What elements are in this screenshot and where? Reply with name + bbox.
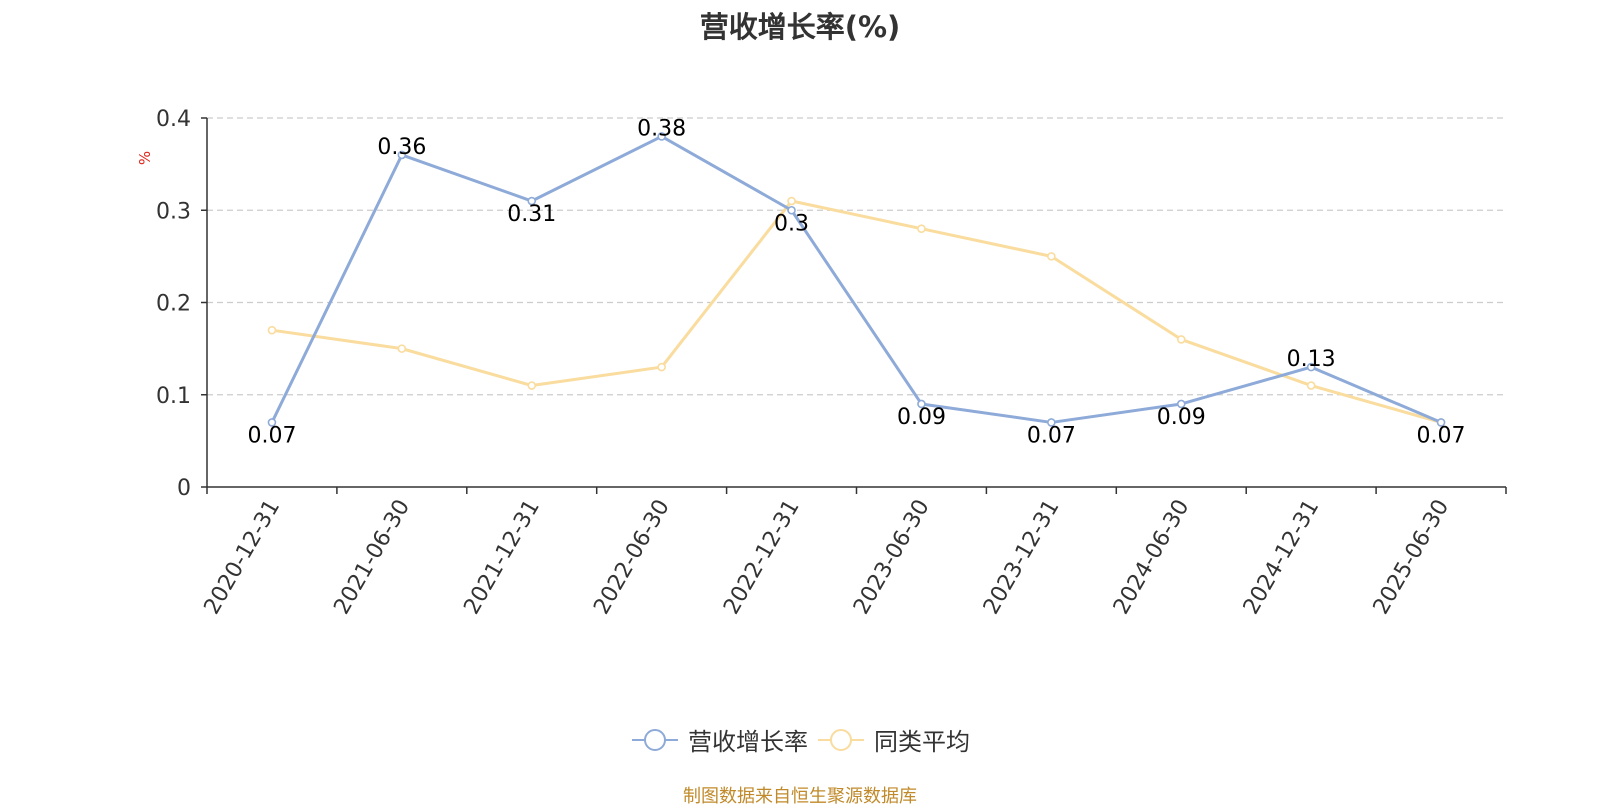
data-label: 0.07 (1027, 423, 1076, 448)
data-label: 0.07 (1417, 423, 1466, 448)
y-tick-label: 0 (177, 476, 191, 501)
data-label: 0.38 (637, 116, 686, 141)
data-point (1047, 418, 1056, 427)
data-point (267, 325, 277, 335)
data-point (1176, 399, 1186, 409)
data-point (917, 224, 926, 233)
data-point (1306, 381, 1316, 390)
series-line-1 (271, 199, 1442, 424)
series-line-0 (270, 134, 1442, 424)
x-tick-label: 2024-06-30 (1109, 496, 1195, 619)
x-tick-label: 2024-12-31 (1239, 496, 1325, 619)
y-tick-label: 0.4 (156, 107, 191, 132)
data-point (657, 362, 666, 372)
legend-marker-revenue-growth (632, 728, 678, 751)
data-point (267, 418, 277, 427)
data-point (787, 205, 796, 215)
legend-label-peer-average: 同类平均 (874, 728, 970, 756)
data-label: 0.07 (247, 423, 296, 448)
data-point (917, 399, 926, 409)
data-label: 0.13 (1287, 347, 1336, 372)
y-axis-label: % (136, 151, 154, 165)
x-tick-label: 2021-12-31 (459, 496, 545, 619)
data-point (527, 381, 537, 390)
data-label: 0.09 (1157, 405, 1206, 430)
x-tick-label: 2023-06-30 (849, 495, 935, 618)
data-point (1436, 418, 1446, 427)
source-note: 制图数据来自恒生聚源数据库 (683, 786, 917, 807)
data-label: 0.3 (774, 211, 809, 236)
data-point (1047, 252, 1056, 261)
legend-label-revenue-growth: 营收增长率 (688, 728, 808, 756)
data-label: 0.31 (507, 202, 556, 227)
data-point (397, 344, 407, 353)
y-tick-label: 0.2 (156, 292, 191, 317)
data-point (787, 196, 796, 206)
x-tick-label: 2022-06-30 (589, 496, 675, 619)
x-tick-label: 2025-06-30 (1369, 496, 1455, 619)
data-point (657, 132, 666, 141)
y-tick-label: 0.3 (156, 199, 191, 224)
data-labels: 0.07 0.36 0.31 0.38 0.3 0.09 0.07 0.09 0.13 0.07 (247, 116, 1465, 448)
legend-item-revenue-growth[interactable]: 营收增长率 (630, 722, 808, 757)
grid-lines (207, 117, 1506, 396)
data-point (397, 150, 407, 160)
data-point (1176, 335, 1186, 344)
data-label: 0.36 (377, 135, 426, 160)
data-point (1306, 362, 1316, 372)
x-tick-label: 2023-12-31 (979, 496, 1065, 619)
legend: 营收增长率 同类平均 (0, 722, 1600, 757)
x-tick-label: 2021-06-30 (329, 495, 415, 618)
chart-title: 营收增长率(%) (699, 10, 901, 44)
y-tick-label: 0.1 (156, 384, 191, 409)
data-point (527, 196, 537, 206)
legend-marker-peer-average (818, 728, 864, 751)
x-tick-label: 2020-12-31 (200, 496, 286, 619)
x-tick-label: 2022-12-31 (719, 496, 805, 619)
series-lines (267, 132, 1446, 427)
data-label: 0.09 (897, 405, 946, 430)
legend-item-peer-average[interactable]: 同类平均 (816, 722, 970, 757)
